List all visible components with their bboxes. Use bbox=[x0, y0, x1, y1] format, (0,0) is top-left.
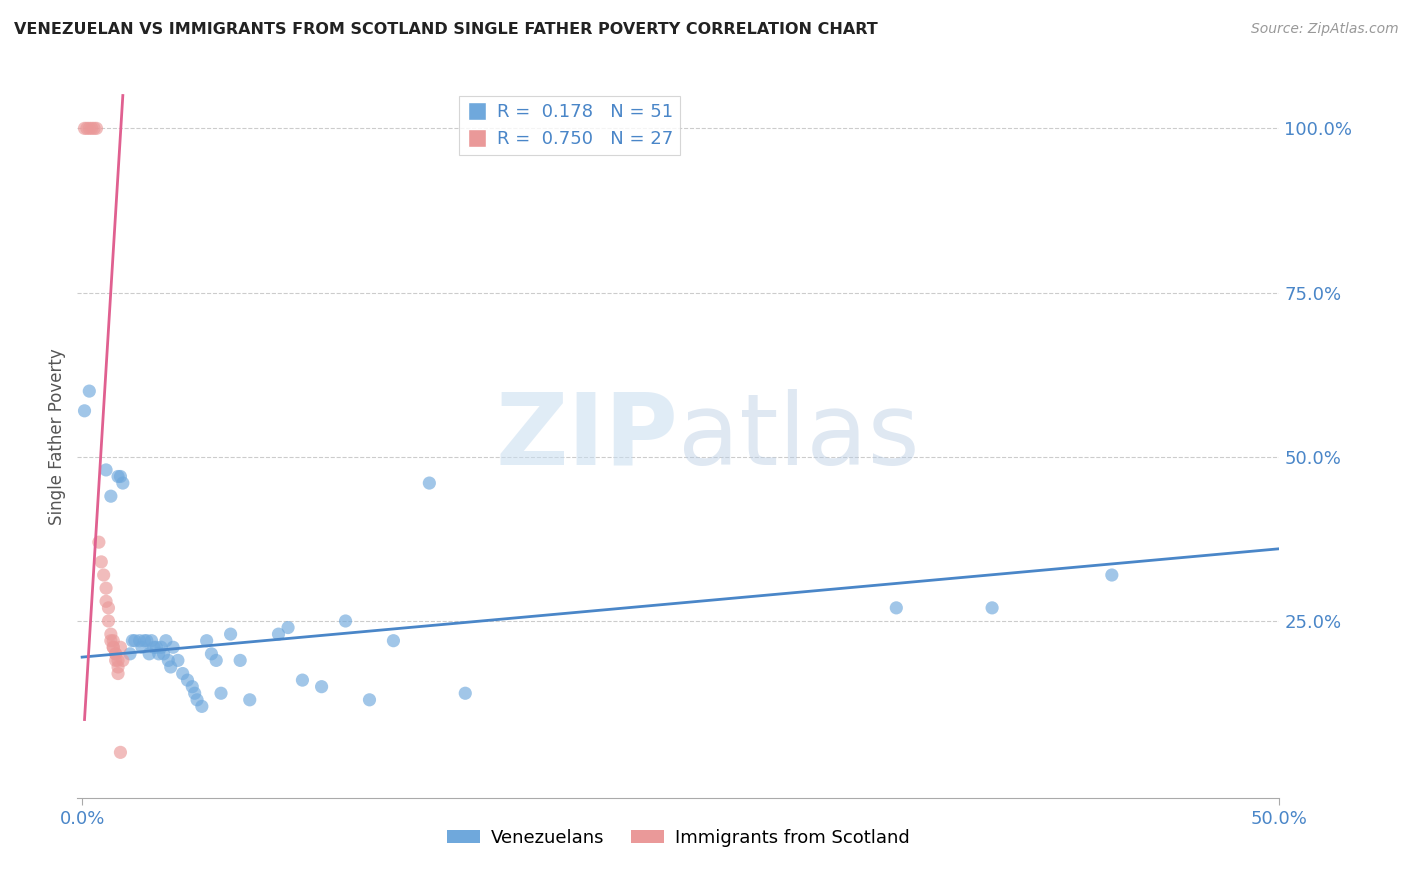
Point bbox=[150, 640, 173, 655]
Point bbox=[155, 633, 177, 648]
Point bbox=[239, 693, 262, 707]
Point bbox=[183, 686, 205, 700]
Point bbox=[110, 745, 132, 759]
Point bbox=[172, 666, 194, 681]
Point bbox=[311, 680, 333, 694]
Point bbox=[104, 647, 127, 661]
Point bbox=[90, 555, 112, 569]
Point bbox=[104, 653, 127, 667]
Point bbox=[110, 469, 132, 483]
Point bbox=[111, 653, 134, 667]
Point bbox=[157, 653, 180, 667]
Point bbox=[162, 640, 184, 655]
Point bbox=[118, 647, 141, 661]
Point bbox=[107, 653, 129, 667]
Point bbox=[103, 640, 125, 655]
Point bbox=[195, 633, 218, 648]
Point bbox=[143, 640, 166, 655]
Y-axis label: Single Father Poverty: Single Father Poverty bbox=[48, 349, 66, 525]
Point bbox=[359, 693, 381, 707]
Point bbox=[138, 647, 160, 661]
Point bbox=[79, 121, 101, 136]
Point bbox=[167, 653, 190, 667]
Point bbox=[111, 476, 134, 491]
Point bbox=[94, 581, 117, 595]
Point bbox=[200, 647, 222, 661]
Point bbox=[131, 640, 153, 655]
Point bbox=[981, 600, 1004, 615]
Point bbox=[79, 384, 101, 398]
Point bbox=[97, 614, 120, 628]
Point bbox=[209, 686, 232, 700]
Text: atlas: atlas bbox=[679, 389, 920, 485]
Point bbox=[135, 633, 157, 648]
Point bbox=[186, 693, 208, 707]
Point bbox=[291, 673, 314, 687]
Point bbox=[229, 653, 252, 667]
Point bbox=[382, 633, 405, 648]
Point bbox=[145, 640, 167, 655]
Text: Source: ZipAtlas.com: Source: ZipAtlas.com bbox=[1251, 22, 1399, 37]
Point bbox=[121, 633, 143, 648]
Point bbox=[176, 673, 198, 687]
Point bbox=[76, 121, 98, 136]
Point bbox=[107, 469, 129, 483]
Point bbox=[128, 633, 150, 648]
Point bbox=[277, 621, 299, 635]
Point bbox=[110, 640, 132, 655]
Point bbox=[134, 633, 156, 648]
Legend: Venezuelans, Immigrants from Scotland: Venezuelans, Immigrants from Scotland bbox=[440, 822, 917, 855]
Point bbox=[80, 121, 103, 136]
Point bbox=[100, 627, 122, 641]
Point bbox=[124, 633, 146, 648]
Point bbox=[103, 640, 125, 655]
Point bbox=[884, 600, 907, 615]
Point bbox=[181, 680, 204, 694]
Point bbox=[87, 535, 110, 549]
Point bbox=[103, 633, 125, 648]
Point bbox=[152, 647, 174, 661]
Point bbox=[148, 647, 170, 661]
Point bbox=[73, 121, 96, 136]
Point bbox=[219, 627, 242, 641]
Point bbox=[335, 614, 357, 628]
Point bbox=[86, 121, 108, 136]
Point bbox=[107, 666, 129, 681]
Point bbox=[159, 660, 181, 674]
Point bbox=[418, 476, 440, 491]
Point bbox=[100, 633, 122, 648]
Point bbox=[94, 463, 117, 477]
Point bbox=[1101, 568, 1123, 582]
Point bbox=[93, 568, 115, 582]
Point bbox=[83, 121, 105, 136]
Point bbox=[454, 686, 477, 700]
Point bbox=[73, 404, 96, 418]
Point bbox=[267, 627, 290, 641]
Point bbox=[97, 600, 120, 615]
Point bbox=[205, 653, 228, 667]
Text: ZIP: ZIP bbox=[495, 389, 679, 485]
Point bbox=[104, 647, 127, 661]
Point bbox=[191, 699, 214, 714]
Point bbox=[94, 594, 117, 608]
Point bbox=[100, 489, 122, 503]
Point bbox=[107, 660, 129, 674]
Point bbox=[141, 633, 163, 648]
Text: VENEZUELAN VS IMMIGRANTS FROM SCOTLAND SINGLE FATHER POVERTY CORRELATION CHART: VENEZUELAN VS IMMIGRANTS FROM SCOTLAND S… bbox=[14, 22, 877, 37]
